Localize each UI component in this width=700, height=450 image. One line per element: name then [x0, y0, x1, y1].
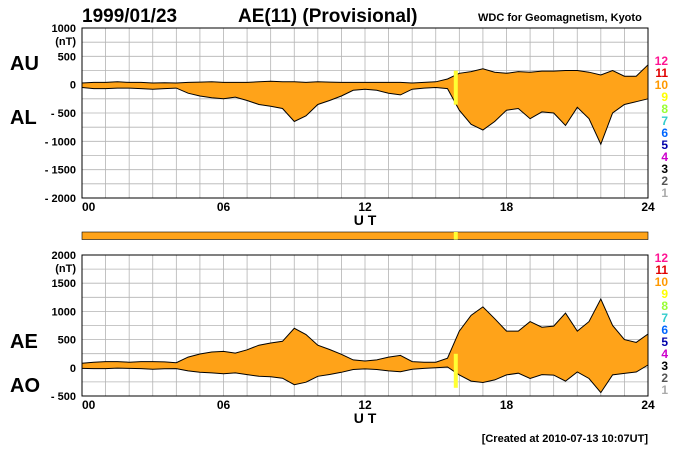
station-count-label: 10 [655, 78, 669, 92]
created-timestamp: [Created at 2010-07-13 10:07UT] [482, 433, 649, 445]
plot-frame [81, 254, 649, 397]
ae-ao-panel: 00 06 12 18 24 U T 2000 1500 1000 500 0 - 500 (nT) AE… [10, 250, 655, 426]
station-count-label: 4 [661, 150, 668, 164]
index-label-ao: AO [10, 375, 40, 397]
station-count-label: 3 [661, 359, 668, 373]
station-count-label: 8 [661, 102, 668, 116]
index-label-au: AU [10, 53, 39, 75]
x-tick-label: 24 [641, 200, 655, 214]
station-count-label: 1 [661, 383, 668, 397]
x-tick-label: 00 [82, 398, 96, 412]
x-axis-label: U T [354, 212, 377, 228]
data-highlight-marker [453, 353, 458, 388]
station-count-label: 9 [661, 90, 668, 104]
station-count-label: 4 [661, 347, 668, 361]
x-tick-label: 18 [500, 200, 514, 214]
station-count-label: 3 [661, 162, 668, 176]
station-count-label: 2 [661, 174, 668, 188]
x-tick-label: 12 [358, 398, 372, 412]
date-title: 1999/01/23 [82, 6, 177, 27]
station-count-label: 6 [661, 126, 668, 140]
y-tick-label: 500 [58, 335, 76, 347]
x-tick-label: 12 [358, 200, 372, 214]
y-tick-label: 0 [70, 80, 76, 92]
y-tick-label: 1500 [52, 278, 76, 290]
station-count-label: 10 [655, 275, 669, 289]
x-axis-label: U T [354, 410, 377, 426]
y-tick-label: - 500 [51, 391, 76, 403]
series-line-au [81, 64, 649, 84]
y-unit-label: (nT) [55, 263, 76, 275]
y-tick-label: 2000 [52, 250, 76, 262]
station-count-label: 5 [661, 335, 668, 349]
station-count-label: 2 [661, 371, 668, 385]
index-title: AE(11) (Provisional) [238, 6, 418, 27]
y-tick-label: 0 [70, 363, 76, 375]
station-count-label: 11 [655, 66, 668, 80]
station-count-label: 6 [661, 323, 668, 337]
y-tick-label: - 500 [51, 108, 76, 120]
au-al-panel: 00 06 12 18 24 U T 1000 500 0 - 500 - 1000 - 1500 - … [10, 23, 655, 228]
station-count-label: 7 [661, 311, 668, 325]
series-band-ae-ao [82, 299, 648, 393]
station-count-label: 7 [661, 114, 668, 128]
coverage-highlight [453, 232, 458, 240]
x-tick-label: 00 [82, 200, 96, 214]
station-count-label: 11 [655, 263, 668, 277]
y-tick-label: - 1500 [45, 165, 76, 177]
station-count-label: 9 [661, 287, 668, 301]
series-line-ae [81, 297, 649, 364]
x-tick-label: 18 [500, 398, 514, 412]
x-tick-label: 06 [217, 398, 231, 412]
plot-frame [81, 27, 649, 199]
y-tick-label: - 2000 [45, 193, 76, 205]
series-band-au-al [82, 64, 648, 145]
station-count-label: 1 [661, 186, 668, 200]
y-tick-label: 1000 [52, 306, 76, 318]
y-unit-label: (nT) [55, 36, 76, 48]
index-label-al: AL [10, 107, 37, 129]
y-tick-label: 1000 [52, 23, 76, 35]
series-line-al [81, 86, 649, 146]
y-tick-label: 500 [58, 51, 76, 63]
y-tick-label: - 1000 [45, 136, 76, 148]
station-count-label: 5 [661, 138, 668, 152]
x-tick-label: 06 [217, 200, 231, 214]
data-highlight-marker [453, 70, 458, 105]
series-line-ao [81, 364, 649, 394]
station-count-label: 12 [655, 54, 669, 68]
station-count-label: 12 [655, 251, 669, 265]
station-count-label: 8 [661, 299, 668, 313]
x-tick-label: 24 [641, 398, 655, 412]
station-coverage-bar [81, 231, 649, 240]
source-label: WDC for Geomagnetism, Kyoto [478, 12, 642, 24]
index-label-ae: AE [10, 331, 38, 353]
